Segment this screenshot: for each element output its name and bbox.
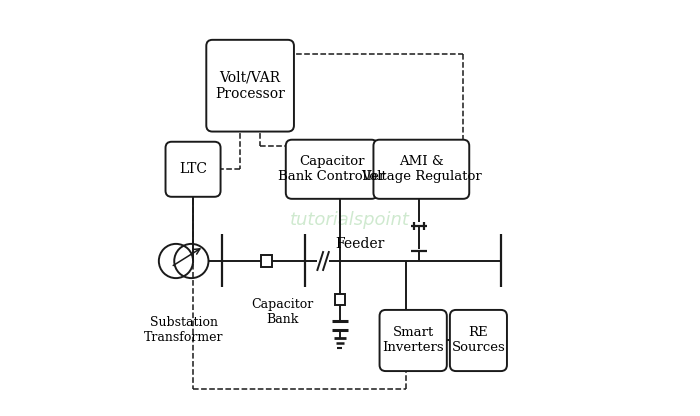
Text: Capacitor
Bank: Capacitor Bank: [251, 298, 314, 326]
FancyBboxPatch shape: [450, 310, 507, 371]
Text: Substation
Transformer: Substation Transformer: [144, 316, 223, 344]
Bar: [335, 295, 345, 305]
FancyBboxPatch shape: [373, 140, 469, 199]
FancyBboxPatch shape: [379, 310, 447, 371]
FancyBboxPatch shape: [286, 140, 377, 199]
Text: Smart
Inverters: Smart Inverters: [382, 327, 444, 354]
FancyBboxPatch shape: [165, 142, 220, 197]
Text: LTC: LTC: [179, 162, 207, 176]
Text: Volt/VAR
Processor: Volt/VAR Processor: [215, 71, 285, 101]
Text: tutorialspoint: tutorialspoint: [290, 211, 410, 229]
Text: Feeder: Feeder: [335, 237, 385, 251]
FancyBboxPatch shape: [206, 40, 294, 131]
Text: RE
Sources: RE Sources: [452, 327, 505, 354]
Bar: [260, 255, 272, 267]
Text: AMI &
Voltage Regulator: AMI & Voltage Regulator: [361, 155, 482, 183]
Text: Capacitor
Bank Controller: Capacitor Bank Controller: [278, 155, 385, 183]
